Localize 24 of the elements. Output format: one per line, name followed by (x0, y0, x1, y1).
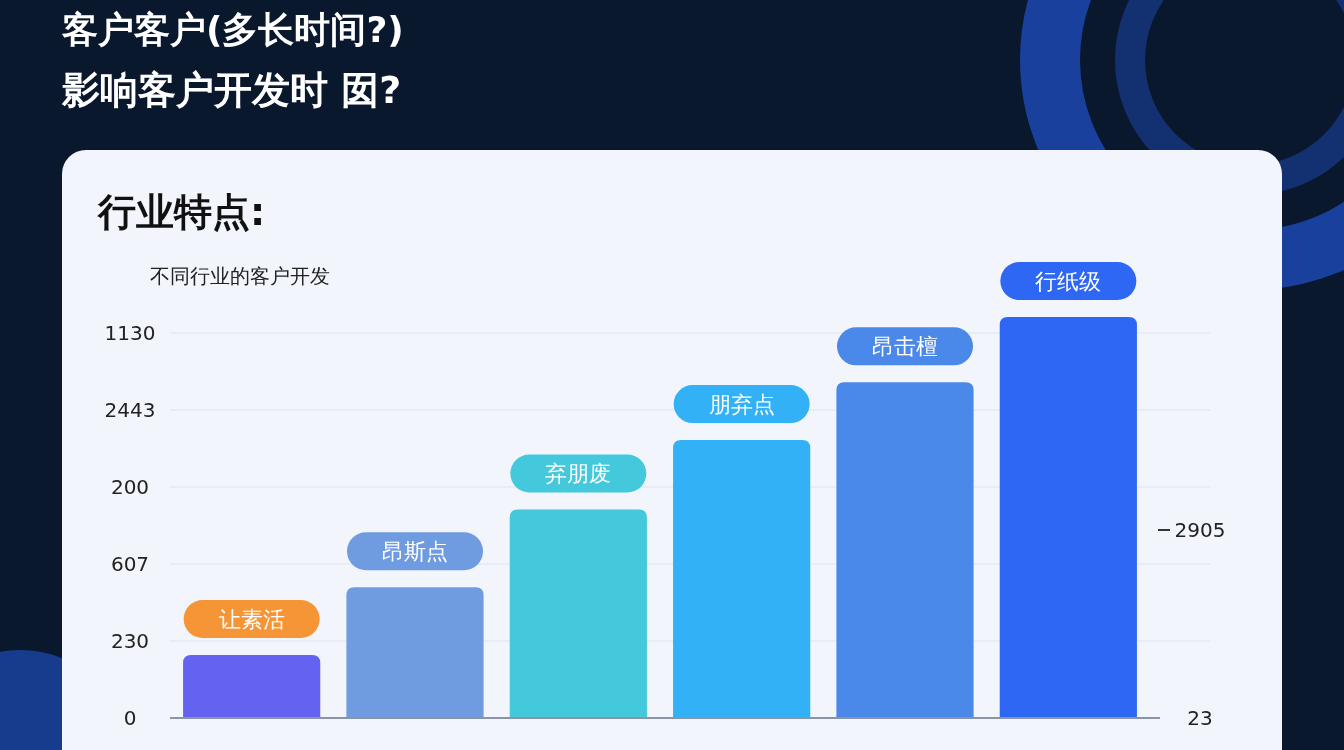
bar (183, 655, 321, 718)
annotation: 昂斯点 (382, 538, 448, 564)
chart-title: 客户客户(多长时间?) (61, 9, 404, 50)
annotation: 让素活 (218, 606, 285, 632)
annotation: 23 (1187, 706, 1213, 730)
annotation: 2905 (1174, 518, 1226, 542)
text: 2443 (104, 398, 156, 422)
y-axis-title: 不同行业的客户开发 (150, 264, 330, 288)
text: 607 (110, 552, 150, 576)
bar (999, 316, 1137, 718)
text: 1130 (104, 321, 156, 345)
bar (346, 587, 484, 718)
chart-subtitle: 影响客户开发时 囡? (61, 68, 402, 112)
text: 行业特点: (96, 190, 266, 234)
bar (673, 440, 811, 718)
text: 行纸级 (1035, 268, 1102, 294)
bar (509, 509, 647, 718)
text: 0 (123, 706, 137, 730)
annotation: 弃朋废 (545, 461, 612, 487)
text: 230 (110, 629, 150, 653)
annotation: 朋弃点 (708, 391, 775, 417)
annotation: 昂击檀 (872, 334, 938, 360)
bar (836, 382, 974, 718)
text: 200 (110, 475, 150, 499)
